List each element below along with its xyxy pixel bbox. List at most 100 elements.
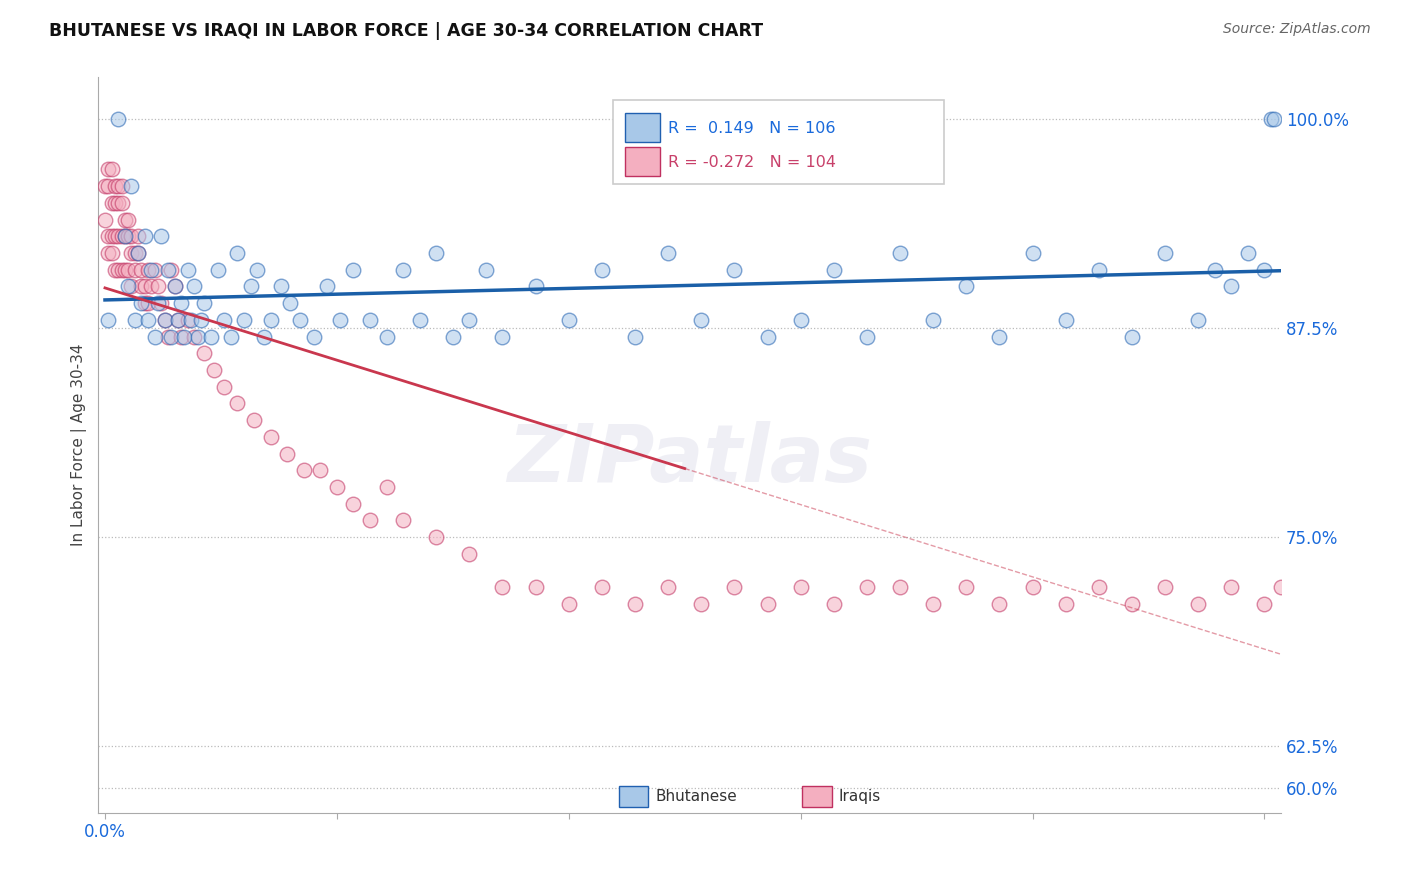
Point bbox=[100, 195, 122, 210]
Point bbox=[243, 413, 266, 427]
Point bbox=[193, 346, 215, 360]
Point bbox=[1054, 597, 1077, 611]
Point bbox=[177, 313, 200, 327]
Point bbox=[212, 313, 235, 327]
Text: R = -0.272   N = 104: R = -0.272 N = 104 bbox=[668, 155, 837, 170]
Point bbox=[1087, 262, 1109, 277]
Point bbox=[491, 329, 513, 343]
Point bbox=[183, 329, 205, 343]
Point bbox=[156, 329, 179, 343]
Point bbox=[160, 262, 183, 277]
Point bbox=[104, 179, 127, 194]
Point bbox=[408, 313, 430, 327]
Point bbox=[789, 313, 811, 327]
Point bbox=[259, 430, 281, 444]
Point bbox=[107, 112, 129, 127]
Point bbox=[1402, 580, 1406, 594]
Point bbox=[342, 262, 364, 277]
FancyBboxPatch shape bbox=[624, 146, 659, 176]
Point bbox=[1121, 597, 1143, 611]
Point bbox=[1270, 580, 1292, 594]
Point bbox=[141, 279, 163, 293]
Point bbox=[114, 229, 136, 244]
Point bbox=[1286, 597, 1309, 611]
Text: Bhutanese: Bhutanese bbox=[655, 789, 737, 805]
Point bbox=[889, 580, 911, 594]
Point bbox=[1121, 329, 1143, 343]
Point bbox=[121, 246, 143, 260]
FancyBboxPatch shape bbox=[801, 787, 831, 807]
Point bbox=[1386, 597, 1406, 611]
FancyBboxPatch shape bbox=[624, 112, 659, 142]
Point bbox=[110, 229, 132, 244]
Point bbox=[309, 463, 332, 477]
Point bbox=[117, 279, 139, 293]
Point bbox=[292, 463, 315, 477]
Point bbox=[491, 580, 513, 594]
Point bbox=[94, 212, 117, 227]
Point bbox=[922, 313, 945, 327]
Point bbox=[1054, 313, 1077, 327]
Point bbox=[1021, 246, 1043, 260]
Point bbox=[107, 179, 129, 194]
Point bbox=[100, 162, 122, 177]
Point bbox=[591, 262, 613, 277]
Point bbox=[104, 195, 127, 210]
Point bbox=[756, 329, 779, 343]
FancyBboxPatch shape bbox=[619, 787, 648, 807]
Point bbox=[723, 580, 745, 594]
Point bbox=[823, 262, 845, 277]
Point bbox=[166, 313, 188, 327]
Point bbox=[136, 262, 159, 277]
Point bbox=[131, 262, 153, 277]
Point bbox=[276, 446, 298, 460]
Point bbox=[100, 229, 122, 244]
Point bbox=[1154, 246, 1177, 260]
Point bbox=[104, 229, 127, 244]
Point bbox=[302, 329, 325, 343]
Point bbox=[329, 313, 352, 327]
Point bbox=[150, 229, 173, 244]
Point bbox=[177, 262, 200, 277]
Point bbox=[1353, 597, 1375, 611]
Point bbox=[134, 279, 156, 293]
Point bbox=[226, 396, 249, 410]
Point bbox=[591, 580, 613, 594]
Point bbox=[856, 580, 879, 594]
Point bbox=[524, 580, 547, 594]
Point bbox=[316, 279, 339, 293]
Point bbox=[558, 597, 581, 611]
FancyBboxPatch shape bbox=[613, 100, 943, 184]
Point bbox=[558, 313, 581, 327]
Point bbox=[246, 262, 269, 277]
Point bbox=[253, 329, 276, 343]
Point bbox=[127, 246, 149, 260]
Point bbox=[117, 262, 139, 277]
Point bbox=[107, 262, 129, 277]
Point bbox=[114, 229, 136, 244]
Point bbox=[97, 179, 120, 194]
Point bbox=[1154, 580, 1177, 594]
Point bbox=[326, 480, 349, 494]
Point bbox=[823, 597, 845, 611]
Point bbox=[163, 279, 186, 293]
Point bbox=[190, 313, 212, 327]
Text: ZIPatlas: ZIPatlas bbox=[508, 421, 872, 499]
Point bbox=[756, 597, 779, 611]
Point bbox=[1303, 580, 1326, 594]
Point bbox=[955, 580, 977, 594]
Point bbox=[290, 313, 312, 327]
Point bbox=[170, 296, 193, 310]
Point bbox=[150, 296, 173, 310]
Point bbox=[1369, 580, 1392, 594]
Point bbox=[458, 313, 481, 327]
Point bbox=[239, 279, 262, 293]
Point bbox=[124, 313, 146, 327]
Point bbox=[657, 246, 679, 260]
Point bbox=[359, 313, 381, 327]
Text: BHUTANESE VS IRAQI IN LABOR FORCE | AGE 30-34 CORRELATION CHART: BHUTANESE VS IRAQI IN LABOR FORCE | AGE … bbox=[49, 22, 763, 40]
Point bbox=[657, 580, 679, 594]
Point bbox=[146, 296, 169, 310]
Text: Source: ZipAtlas.com: Source: ZipAtlas.com bbox=[1223, 22, 1371, 37]
Point bbox=[1260, 112, 1282, 127]
